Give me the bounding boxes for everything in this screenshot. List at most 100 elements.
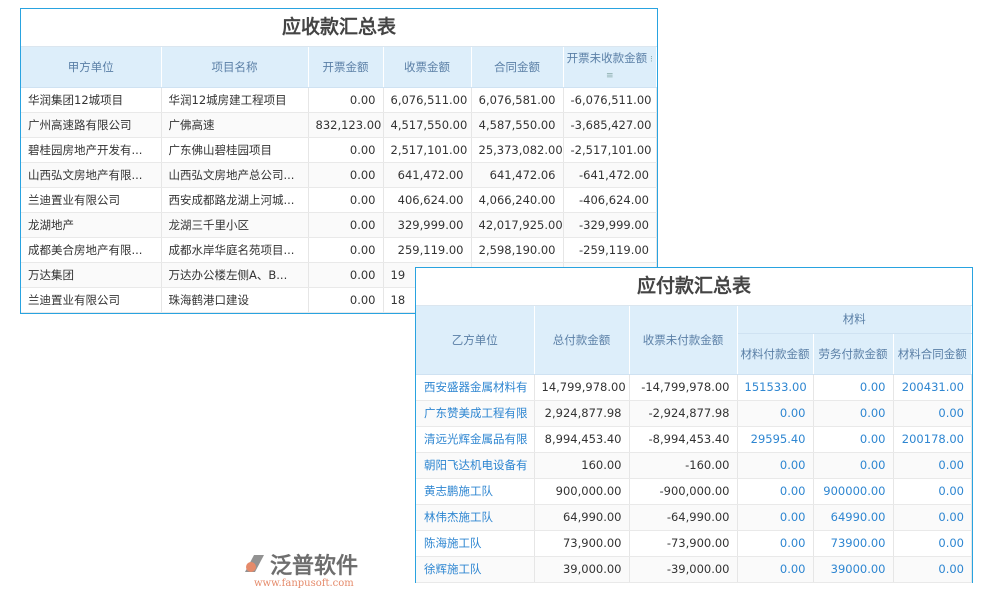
cell: 广州高速路有限公司 [21, 112, 162, 138]
logo-name: 泛普软件 [270, 554, 359, 579]
cell: 0.00 [737, 452, 814, 479]
payable-summary-panel: 应付款汇总表 乙方单位 总付款金额 收票未付款金额 材料 材料付款金额 劳务付款… [415, 267, 973, 583]
header-col-0[interactable]: 甲方单位 [21, 47, 162, 88]
cell: -259,119.00 [563, 237, 657, 263]
logo-url: www.fanpusoft.com [254, 578, 354, 589]
cell: 0.00 [737, 504, 814, 531]
party-link[interactable]: 林伟杰施工队 [416, 504, 535, 531]
party-link[interactable]: 黄志鹏施工队 [416, 478, 535, 505]
cell: 64,990.00 [534, 504, 630, 531]
cell: 14,799,978.00 [534, 374, 630, 401]
cell: 25,373,082.00 [471, 137, 564, 163]
cell: -406,624.00 [563, 187, 657, 213]
table-row[interactable]: 黄志鹏施工队 900,000.00 -900,000.00 0.00 900000.00… [416, 478, 972, 505]
cell: 641,472.00 [383, 162, 472, 188]
cell: 4,517,550.00 [383, 112, 472, 138]
party-link[interactable]: 朝阳飞达机电设备有 [416, 452, 535, 479]
cell: 6,076,511.00 [383, 87, 472, 113]
header-label: 开票金额 [322, 59, 369, 74]
sort-icon[interactable]: ⁝≡ [605, 54, 653, 81]
table-row[interactable]: 林伟杰施工队 64,990.00 -64,990.00 0.00 64990.00 0.0… [416, 504, 972, 531]
table-row[interactable]: 碧桂园房地产开发有... 广东佛山碧桂园项目 0.00 2,517,101.00 25,… [21, 137, 657, 163]
table-row[interactable]: 广东赞美成工程有限 2,924,877.98 -2,924,877.98 0.00 0.… [416, 400, 972, 427]
header-col-2[interactable]: 开票金额 [308, 47, 384, 88]
header-party-b[interactable]: 乙方单位 [416, 306, 535, 375]
cell: 碧桂园房地产开发有... [21, 137, 162, 163]
cell: 73900.00 [813, 530, 894, 557]
header-col-1[interactable]: 项目名称 [161, 47, 309, 88]
party-link[interactable]: 清远光辉金属品有限 [416, 426, 535, 453]
payable-title: 应付款汇总表 [416, 268, 972, 306]
table-row[interactable]: 西安盛器金属材料有 14,799,978.00 -14,799,978.00 1515… [416, 374, 972, 401]
cell: 4,587,550.00 [471, 112, 564, 138]
cell: 39000.00 [813, 556, 894, 583]
cell: 珠海鹤港口建设 [161, 287, 309, 313]
cell: 6,076,581.00 [471, 87, 564, 113]
receivable-summary-panel: 应收款汇总表 甲方单位 项目名称 开票金额 收票金额 合同金额 开票未收款金额 ⁝≡ 华润… [20, 8, 658, 314]
header-label: 甲方单位 [67, 59, 114, 74]
party-link[interactable]: 西安盛器金属材料有 [416, 374, 535, 401]
cell: 0.00 [308, 137, 384, 163]
cell: 42,017,925.00 [471, 212, 564, 238]
table-row[interactable]: 成都美合房地产有限... 成都水岸华庭名苑项目... 0.00 259,119.00 2… [21, 237, 657, 263]
cell: 0.00 [308, 287, 384, 313]
receivable-table: 甲方单位 项目名称 开票金额 收票金额 合同金额 开票未收款金额 ⁝≡ 华润集团12城项目… [21, 47, 657, 313]
table-row[interactable]: 兰迪置业有限公司 西安成都路龙湖上河城... 0.00 406,624.00 4,066… [21, 187, 657, 213]
cell: 2,924,877.98 [534, 400, 630, 427]
cell: 0.00 [813, 400, 894, 427]
header-unpaid[interactable]: 收票未付款金额 [629, 306, 738, 375]
header-labor-paid[interactable]: 劳务付款金额 [813, 333, 894, 375]
cell: 0.00 [737, 530, 814, 557]
cell: -900,000.00 [629, 478, 738, 505]
party-link[interactable]: 广东赞美成工程有限 [416, 400, 535, 427]
cell: 兰迪置业有限公司 [21, 187, 162, 213]
table-row[interactable]: 朝阳飞达机电设备有 160.00 -160.00 0.00 0.00 0.00 [416, 452, 972, 479]
cell: 广佛高速 [161, 112, 309, 138]
cell: -2,924,877.98 [629, 400, 738, 427]
cell: 39,000.00 [534, 556, 630, 583]
header-col-3[interactable]: 收票金额 [383, 47, 472, 88]
cell: -73,900.00 [629, 530, 738, 557]
cell: 0.00 [893, 530, 972, 557]
cell: -160.00 [629, 452, 738, 479]
cell: 兰迪置业有限公司 [21, 287, 162, 313]
party-link[interactable]: 陈海施工队 [416, 530, 535, 557]
cell: -641,472.00 [563, 162, 657, 188]
header-col-5[interactable]: 开票未收款金额 ⁝≡ [563, 47, 657, 88]
header-total-paid[interactable]: 总付款金额 [534, 306, 630, 375]
cell: 200431.00 [893, 374, 972, 401]
cell: 329,999.00 [383, 212, 472, 238]
cell: 0.00 [813, 374, 894, 401]
party-link[interactable]: 徐辉施工队 [416, 556, 535, 583]
header-label: 项目名称 [211, 59, 258, 74]
cell: -14,799,978.00 [629, 374, 738, 401]
cell: 0.00 [737, 400, 814, 427]
logo-mark-icon [245, 555, 264, 572]
cell: 151533.00 [737, 374, 814, 401]
table-row[interactable]: 清远光辉金属品有限 8,994,453.40 -8,994,453.40 29595.… [416, 426, 972, 453]
header-material-paid[interactable]: 材料付款金额 [737, 333, 814, 375]
header-label: 收票金额 [404, 59, 450, 74]
cell: 900,000.00 [534, 478, 630, 505]
cell: -329,999.00 [563, 212, 657, 238]
table-row[interactable]: 陈海施工队 73,900.00 -73,900.00 0.00 73900.00 0.00 [416, 530, 972, 557]
header-col-4[interactable]: 合同金额 [471, 47, 564, 88]
cell: 0.00 [308, 212, 384, 238]
cell: 0.00 [893, 478, 972, 505]
table-row[interactable]: 山西弘文房地产有限... 山西弘文房地产总公司... 0.00 641,472.00 6… [21, 162, 657, 188]
table-row[interactable]: 广州高速路有限公司 广佛高速 832,123.00 4,517,550.00 4,587… [21, 112, 657, 138]
cell: 259,119.00 [383, 237, 472, 263]
cell: 华润集团12城项目 [21, 87, 162, 113]
cell: 73,900.00 [534, 530, 630, 557]
cell: 2,598,190.00 [471, 237, 564, 263]
cell: -64,990.00 [629, 504, 738, 531]
table-row[interactable]: 徐辉施工队 39,000.00 -39,000.00 0.00 39000.00 0.00 [416, 556, 972, 583]
cell: 龙湖地产 [21, 212, 162, 238]
cell: 广东佛山碧桂园项目 [161, 137, 309, 163]
cell: 832,123.00 [308, 112, 384, 138]
table-row[interactable]: 龙湖地产 龙湖三千里小区 0.00 329,999.00 42,017,925.00 -3… [21, 212, 657, 238]
cell: 406,624.00 [383, 187, 472, 213]
cell: 900000.00 [813, 478, 894, 505]
header-material-contract[interactable]: 材料合同金额 [893, 333, 972, 375]
table-row[interactable]: 华润集团12城项目 华润12城房建工程项目 0.00 6,076,511.00 6,07… [21, 87, 657, 113]
